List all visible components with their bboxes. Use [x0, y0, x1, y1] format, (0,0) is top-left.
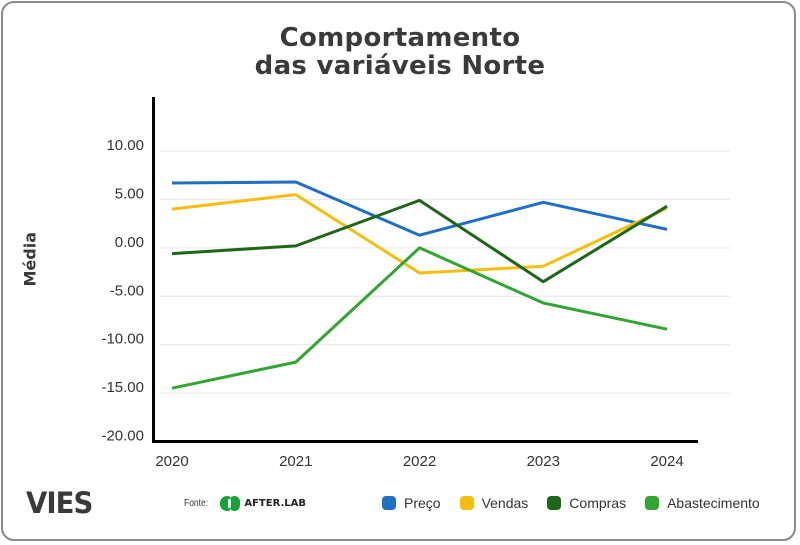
legend-swatch: [547, 496, 562, 510]
legend-label: Vendas: [481, 495, 529, 511]
vies-logo: VIES: [26, 486, 93, 520]
source-credit: Fonte: AFTER.LAB: [184, 496, 306, 511]
legend-swatch: [459, 496, 474, 510]
series-lines: [171, 180, 668, 390]
legend-item-abastecimento[interactable]: Abastecimento: [645, 495, 760, 511]
legend-label: Preço: [404, 495, 441, 511]
y-tick-labels: 10.00 5.00 0.00 -5.00 -10.00 -15.00 -20.00: [101, 137, 144, 445]
x-tick-label: 2023: [527, 453, 560, 470]
afterlab-logo-icon: [220, 496, 241, 511]
y-tick-label: 0.00: [115, 234, 144, 251]
legend-swatch: [645, 496, 660, 510]
legend-item-preco[interactable]: Preço: [382, 495, 441, 511]
y-tick-label: -5.00: [110, 282, 144, 299]
legend: Preço Vendas Compras Abastecimento: [382, 495, 760, 511]
x-tick-label: 2020: [155, 453, 188, 470]
y-tick-label: -10.00: [101, 331, 144, 348]
legend-label: Abastecimento: [667, 495, 760, 511]
source-label: Fonte:: [184, 498, 209, 509]
y-tick-label: 5.00: [115, 185, 144, 202]
x-tick-label: 2021: [279, 453, 312, 470]
series-line-compras: [171, 198, 668, 284]
y-tick-label: -15.00: [101, 379, 144, 396]
x-tick-labels: 2020 2021 2022 2023 2024: [155, 453, 683, 470]
x-tick-label: 2022: [403, 453, 436, 470]
series-line-vendas: [171, 193, 668, 275]
chart-title-line-2: das variáveis Norte: [254, 51, 546, 81]
legend-swatch: [382, 496, 396, 510]
y-tick-label: 10.00: [106, 137, 144, 154]
x-tick-label: 2024: [650, 453, 683, 470]
source-name: AFTER.LAB: [244, 498, 306, 509]
y-tick-label: -20.00: [101, 428, 144, 445]
legend-label: Compras: [569, 495, 627, 511]
series-line-preço: [171, 180, 668, 237]
legend-item-compras[interactable]: Compras: [547, 495, 626, 511]
chart-title: Comportamento das variáveis Norte: [150, 24, 650, 80]
chart-title-line-1: Comportamento: [279, 23, 521, 53]
series-line-abastecimento: [171, 246, 668, 390]
legend-item-vendas[interactable]: Vendas: [459, 495, 529, 511]
